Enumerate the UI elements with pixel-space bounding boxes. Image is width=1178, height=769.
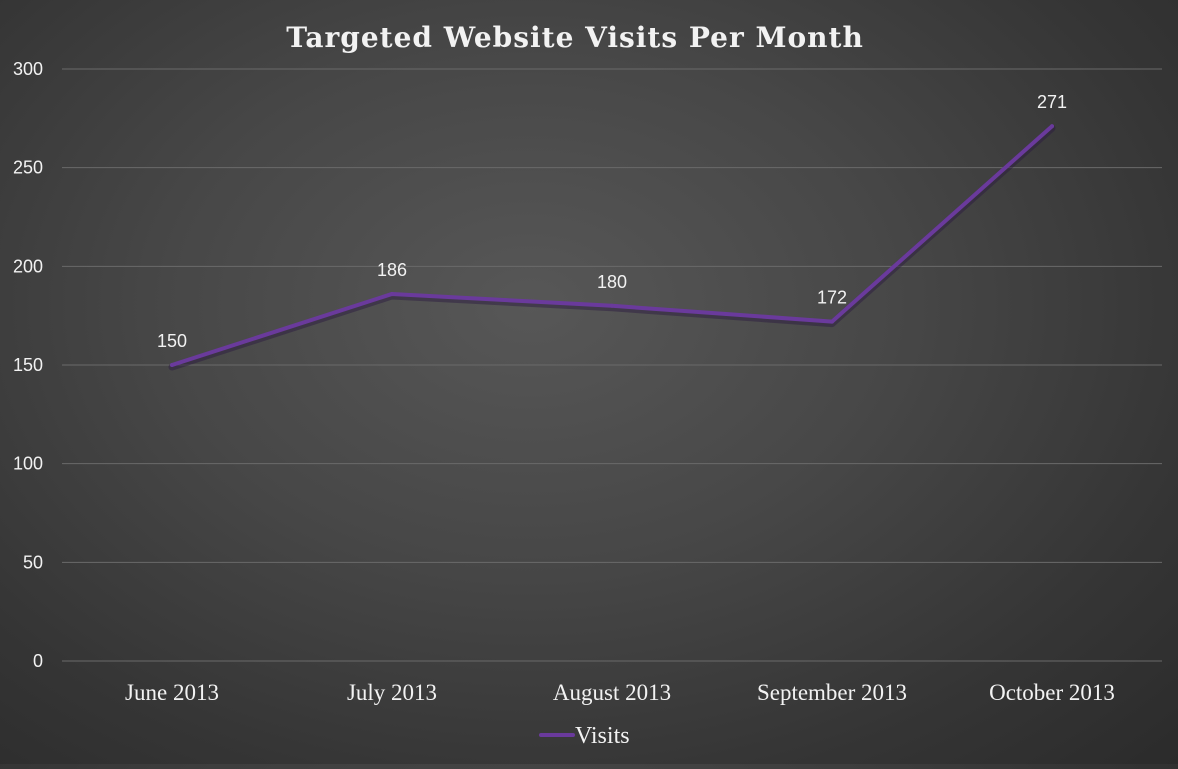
- data-label: 150: [157, 331, 187, 351]
- series-visits: [168, 124, 1056, 371]
- x-axis-ticks: June 2013 July 2013 August 2013 September 2…: [125, 680, 1115, 705]
- data-point: [610, 303, 614, 308]
- y-tick-label: 50: [23, 552, 43, 572]
- data-label: 186: [377, 260, 407, 280]
- data-label: 271: [1037, 92, 1067, 112]
- legend: Visits: [539, 723, 630, 749]
- data-point: [1050, 124, 1054, 129]
- data-point: [170, 363, 174, 367]
- data-label: 172: [817, 288, 847, 308]
- data-label: 180: [597, 272, 627, 292]
- x-tick-label: July 2013: [347, 680, 437, 705]
- y-tick-label: 200: [13, 256, 43, 276]
- y-tick-label: 250: [13, 158, 43, 178]
- y-tick-label: 300: [13, 59, 43, 79]
- x-tick-label: October 2013: [989, 680, 1115, 705]
- data-point: [830, 319, 834, 324]
- x-tick-label: September 2013: [757, 680, 907, 705]
- chart-title: Targeted Website Visits Per Month: [286, 21, 864, 54]
- y-tick-label: 100: [13, 454, 43, 474]
- y-axis-ticks: 0 50 100 150 200 250 300: [13, 59, 43, 671]
- series-line-shadow: [168, 124, 1056, 371]
- gridlines: [62, 68, 1162, 662]
- data-point: [390, 291, 394, 296]
- series-line-visits: [170, 124, 1054, 367]
- legend-label-visits: Visits: [575, 723, 630, 749]
- y-tick-label: 150: [13, 355, 43, 375]
- x-tick-label: August 2013: [553, 680, 671, 705]
- y-tick-label: 0: [33, 651, 43, 671]
- x-tick-label: June 2013: [125, 680, 219, 705]
- data-labels: 150 186 180 172 271: [157, 92, 1067, 351]
